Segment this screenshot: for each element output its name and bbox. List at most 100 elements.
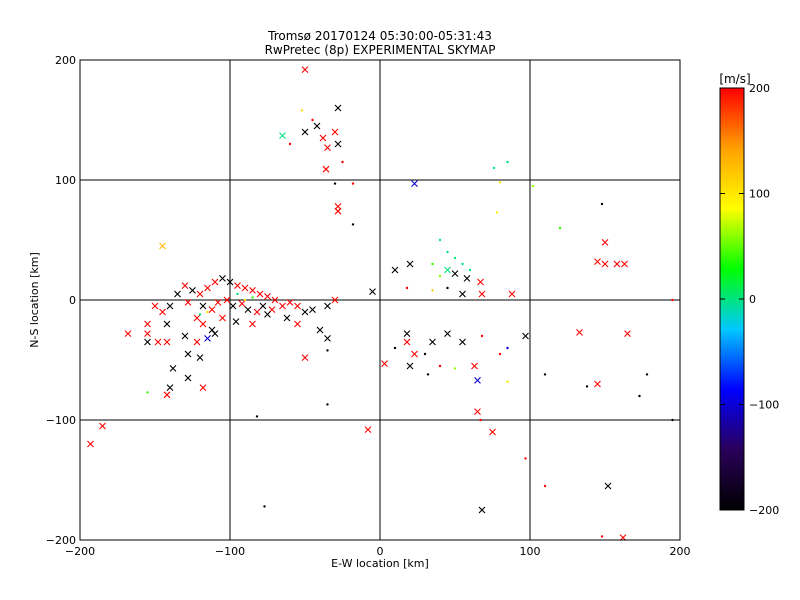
data-point-dot-145 xyxy=(480,334,484,338)
data-point-cross-82 xyxy=(324,302,331,310)
data-point-cross-8 xyxy=(331,128,339,136)
data-point-dot-167 xyxy=(393,346,397,350)
data-point-cross-12 xyxy=(334,203,342,210)
data-point-cross-116 xyxy=(196,354,204,361)
data-point-dot-26 xyxy=(438,238,442,242)
data-point-cross-74 xyxy=(253,308,261,316)
data-point-dot-46 xyxy=(600,202,604,206)
data-point-dot-127 xyxy=(255,415,259,418)
data-point-cross-10 xyxy=(324,144,331,151)
data-point-cross-96 xyxy=(283,314,291,322)
data-point-cross-162 xyxy=(604,482,612,490)
data-point-cross-33 xyxy=(463,275,471,282)
x-tick-label: −200 xyxy=(65,545,95,558)
data-point-cross-114 xyxy=(204,335,211,342)
data-point-cross-40 xyxy=(508,290,516,298)
data-point-cross-93 xyxy=(232,318,240,325)
data-point-cross-59 xyxy=(219,275,226,282)
data-point-cross-62 xyxy=(241,284,249,292)
data-point-cross-90 xyxy=(199,320,207,328)
data-point-cross-92 xyxy=(219,314,226,322)
data-point-cross-158 xyxy=(594,380,601,388)
data-point-cross-19 xyxy=(411,180,418,187)
data-point-cross-89 xyxy=(193,314,201,322)
data-point-cross-119 xyxy=(184,374,192,382)
data-point-cross-133 xyxy=(406,362,414,370)
data-point-cross-85 xyxy=(174,290,181,298)
data-point-cross-78 xyxy=(286,299,294,306)
data-point-cross-122 xyxy=(199,384,207,391)
data-point-cross-36 xyxy=(406,260,414,268)
data-point-dot-101 xyxy=(236,292,239,296)
data-point-cross-67 xyxy=(199,302,207,310)
data-point-dot-144 xyxy=(498,352,502,356)
data-point-cross-131 xyxy=(364,426,372,433)
chart-title: Tromsø 20170124 05:30:00-05:31:43 xyxy=(267,29,492,43)
data-point-dot-21 xyxy=(506,160,509,164)
data-point-cross-155 xyxy=(576,329,583,336)
colorbar-tick-label: 0 xyxy=(749,293,756,306)
data-point-cross-141 xyxy=(474,377,481,384)
data-point-cross-49 xyxy=(601,260,609,268)
data-point-cross-108 xyxy=(144,338,151,346)
data-point-cross-45 xyxy=(369,288,376,295)
y-tick-label: −100 xyxy=(46,414,76,427)
y-axis-label: N-S location [km] xyxy=(28,252,41,348)
data-point-cross-115 xyxy=(211,330,219,337)
data-point-dot-100 xyxy=(243,298,247,302)
colorbar-tick-label: 100 xyxy=(749,188,770,201)
data-point-cross-9 xyxy=(334,140,342,148)
data-point-cross-129 xyxy=(99,422,106,430)
chart-subtitle: RwPretec (8p) EXPERIMENTAL SKYMAP xyxy=(265,43,496,57)
colorbar-tick-label: −200 xyxy=(749,504,779,517)
data-point-cross-71 xyxy=(229,302,237,310)
data-point-dot-123 xyxy=(146,391,149,394)
data-point-cross-79 xyxy=(294,302,301,310)
data-point-cross-25 xyxy=(159,242,166,250)
data-point-cross-139 xyxy=(459,338,466,346)
data-point-dot-30 xyxy=(468,268,472,272)
data-point-cross-77 xyxy=(279,302,286,310)
data-point-cross-140 xyxy=(471,362,478,370)
data-point-cross-60 xyxy=(226,278,234,286)
data-point-cross-151 xyxy=(489,428,496,436)
data-point-dot-157 xyxy=(585,385,589,388)
data-point-cross-143 xyxy=(522,332,529,340)
data-point-cross-57 xyxy=(204,284,211,292)
data-point-cross-41 xyxy=(459,290,466,298)
x-tick-label: −100 xyxy=(215,545,245,558)
data-point-cross-13 xyxy=(334,207,342,215)
data-point-cross-54 xyxy=(181,282,189,289)
data-point-dot-128 xyxy=(263,505,266,508)
data-point-dot-28 xyxy=(453,256,457,260)
data-point-cross-70 xyxy=(223,296,231,304)
data-point-dot-103 xyxy=(206,310,209,314)
data-point-dot-29 xyxy=(461,262,464,266)
data-points xyxy=(87,66,674,541)
data-point-cross-65 xyxy=(264,293,271,300)
data-point-dot-43 xyxy=(431,289,434,292)
data-point-dot-154 xyxy=(543,373,547,376)
data-point-dot-104 xyxy=(198,313,202,316)
data-point-cross-72 xyxy=(238,300,246,307)
axis-ticks: −200 −100 0 100 200 −200 −100 0 100 200 xyxy=(46,54,691,558)
data-point-dot-42 xyxy=(446,286,449,290)
colorbar-label: [m/s] xyxy=(719,72,750,86)
data-point-dot-160 xyxy=(638,394,641,398)
data-point-dot-34 xyxy=(438,274,442,278)
data-point-cross-68 xyxy=(208,306,216,313)
data-point-cross-163 xyxy=(478,506,486,514)
colorbar-ticks: −200 −100 0 100 200 xyxy=(720,82,779,517)
data-point-cross-55 xyxy=(189,287,196,294)
data-point-cross-81 xyxy=(309,306,316,313)
y-tick-label: −200 xyxy=(46,534,76,547)
data-point-cross-31 xyxy=(444,266,451,274)
data-point-dot-166 xyxy=(423,352,427,356)
data-point-cross-120 xyxy=(166,384,174,391)
data-point-dot-24 xyxy=(495,211,499,214)
data-point-dot-52 xyxy=(558,226,562,230)
data-point-dot-146 xyxy=(453,367,457,370)
y-tick-label: 200 xyxy=(55,54,76,67)
data-point-dot-20 xyxy=(492,166,496,170)
